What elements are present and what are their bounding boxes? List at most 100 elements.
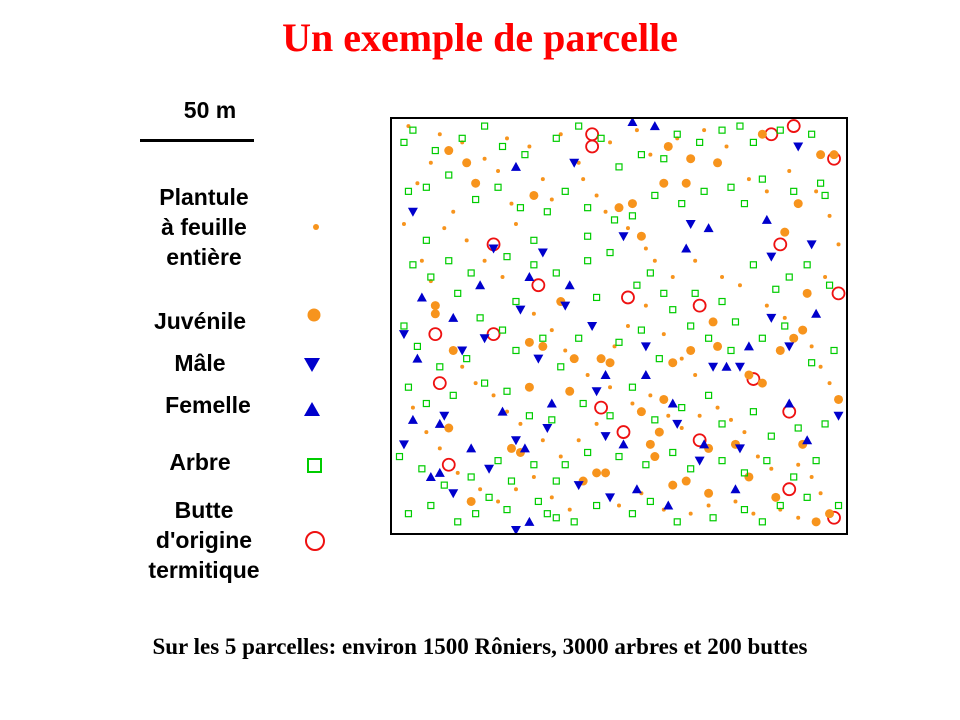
point-tree-80 (449, 391, 457, 399)
point-tree-55 (785, 273, 793, 281)
point-seedling-56 (531, 474, 536, 479)
point-seedling-78 (746, 177, 751, 182)
point-tree-2 (431, 146, 439, 155)
point-female-1 (649, 121, 660, 131)
point-juvenile-40 (645, 439, 655, 449)
point-seedling-82 (827, 213, 832, 218)
point-tree-41 (427, 273, 435, 281)
point-tree-31 (651, 191, 659, 200)
footer-caption: Sur les 5 parcelles: environ 1500 Rônier… (152, 634, 808, 659)
point-tree-33 (700, 187, 708, 195)
point-seedling-80 (787, 168, 792, 173)
point-male-31 (694, 456, 705, 466)
point-male-3 (793, 142, 804, 152)
point-tree-84 (548, 416, 556, 424)
point-seedling-35 (608, 385, 613, 390)
point-tree-122 (543, 510, 551, 518)
point-tree-22 (445, 171, 453, 179)
point-tree-113 (790, 473, 798, 481)
point-female-11 (407, 414, 418, 424)
point-seedling-54 (496, 499, 501, 504)
point-male-19 (591, 387, 602, 397)
point-juvenile-60 (771, 492, 781, 502)
point-juvenile-49 (466, 496, 476, 506)
point-tree-63 (498, 326, 507, 334)
point-seedling-23 (827, 381, 832, 386)
point-seedling-58 (567, 507, 572, 512)
point-tree-3 (458, 134, 466, 142)
point-tree-39 (821, 191, 829, 200)
point-juvenile-30 (775, 345, 785, 355)
point-tree-138 (633, 281, 641, 289)
point-female-15 (600, 369, 611, 379)
point-seedling-13 (643, 246, 648, 251)
point-seedling-38 (666, 413, 671, 418)
point-seedling-25 (419, 258, 424, 263)
point-seedling-67 (796, 515, 801, 520)
point-tree-123 (552, 514, 560, 522)
point-seedling-16 (693, 258, 698, 263)
point-tree-53 (731, 318, 740, 326)
point-seedling-31 (531, 311, 536, 316)
point-juvenile-51 (744, 472, 754, 482)
point-female-6 (416, 292, 427, 302)
point-juvenile-8 (686, 154, 696, 164)
point-tree-24 (494, 183, 502, 191)
point-tree-134 (834, 501, 843, 510)
point-seedling-28 (464, 238, 469, 243)
point-tree-34 (727, 183, 735, 191)
point-mound-9 (692, 298, 707, 313)
point-juvenile-18 (448, 345, 458, 355)
point-juvenile-23 (605, 358, 615, 368)
point-seedling-100 (428, 160, 433, 165)
point-seedling-77 (724, 144, 729, 149)
point-tree-141 (422, 236, 430, 244)
plot-frame (390, 117, 848, 535)
legend-label-tree: Arbre (169, 449, 231, 475)
point-seedling-5 (509, 201, 514, 206)
point-tree-96 (395, 452, 404, 461)
point-tree-127 (646, 497, 654, 506)
point-female-14 (497, 406, 508, 416)
point-female-24 (425, 471, 436, 481)
point-seedling-1 (437, 132, 442, 137)
point-juvenile-13 (793, 199, 803, 209)
point-tree-92 (749, 408, 758, 416)
point-juvenile-45 (592, 468, 602, 478)
point-female-10 (448, 312, 459, 322)
point-seedling-30 (500, 275, 505, 280)
point-tree-6 (521, 151, 529, 159)
point-tree-95 (821, 420, 829, 428)
point-tree-104 (561, 461, 569, 469)
point-seedling-27 (451, 209, 456, 214)
point-seedling-57 (549, 495, 554, 500)
point-tree-124 (570, 518, 578, 526)
point-tree-106 (615, 452, 623, 461)
point-seedling-14 (652, 258, 657, 263)
point-juvenile-11 (816, 150, 826, 160)
point-female-7 (475, 280, 486, 290)
point-juvenile-19 (524, 337, 534, 347)
point-tree-140 (772, 285, 780, 293)
point-male-12 (457, 346, 468, 356)
point-tree-99 (467, 473, 475, 481)
point-mound-11 (486, 327, 501, 342)
point-male-0 (407, 207, 418, 217)
point-seedling-64 (733, 499, 738, 504)
point-female-9 (564, 280, 575, 290)
point-seedling-98 (401, 222, 406, 226)
point-juvenile-2 (471, 178, 481, 188)
point-tree-17 (749, 138, 758, 146)
point-seedling-91 (594, 421, 599, 426)
point-seedling-22 (818, 364, 823, 369)
legend-label-mound: Butte d'origine termitique (148, 497, 260, 583)
point-tree-133 (803, 493, 811, 501)
point-juvenile-42 (681, 476, 691, 486)
point-tree-132 (776, 501, 784, 510)
point-tree-85 (579, 399, 587, 408)
point-seedling-48 (818, 491, 823, 496)
point-mound-3 (585, 139, 600, 154)
point-tree-139 (691, 289, 699, 297)
point-female-3 (703, 223, 714, 233)
point-tree-87 (628, 383, 637, 391)
